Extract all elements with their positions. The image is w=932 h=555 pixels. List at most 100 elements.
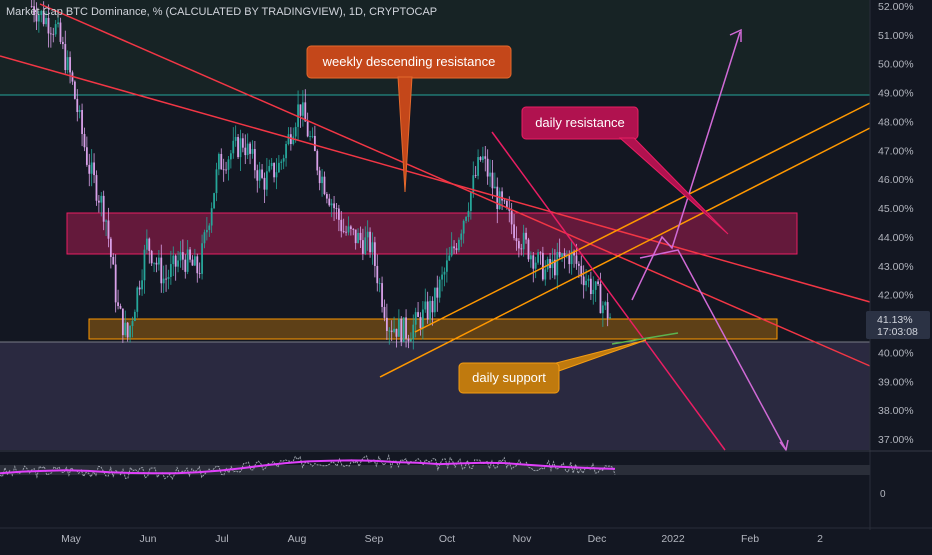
candle-body — [227, 159, 230, 170]
candle-body — [311, 135, 314, 137]
last-price-badge: 41.13% 17:03:08 — [866, 311, 930, 339]
candle-body — [568, 254, 571, 265]
candle-body — [119, 306, 122, 309]
candle-body — [234, 137, 237, 141]
candle-body — [285, 144, 287, 159]
candle-body — [493, 186, 496, 189]
candle-body — [88, 164, 91, 174]
candle-body — [419, 316, 422, 329]
time-tick-label: Feb — [741, 533, 759, 545]
candle-body — [215, 169, 218, 194]
time-axis-ticks[interactable]: May Jun Jul Aug Sep Oct Nov Dec 2022 Feb 2 — [61, 533, 823, 545]
candle-body — [592, 289, 595, 295]
candle-body — [400, 318, 403, 342]
candle-body — [361, 240, 364, 254]
candle-body — [258, 169, 261, 181]
candle-body — [93, 162, 95, 176]
time-tick-label: Oct — [439, 533, 455, 545]
candle-body — [143, 249, 146, 281]
last-price-countdown: 17:03:08 — [877, 326, 918, 338]
candle-body — [486, 158, 489, 177]
candle-body — [186, 249, 189, 272]
candle-body — [424, 301, 427, 310]
candle-body — [220, 153, 223, 170]
price-axis[interactable] — [870, 0, 932, 550]
chart-header: Market Cap BTC Dominance, % (CALCULATED … — [6, 6, 437, 18]
candle-body — [232, 140, 235, 154]
bearish-projection-arrow — [639, 249, 789, 452]
candle-body — [193, 256, 196, 266]
candle-body — [460, 233, 463, 240]
candles-group — [30, 0, 611, 350]
candle-body — [477, 157, 479, 176]
candle-body — [160, 257, 163, 284]
candle-body — [390, 330, 393, 332]
rsi-signal-line — [0, 453, 616, 480]
candle-body — [66, 57, 69, 71]
candle-body — [162, 278, 165, 284]
candle-body — [229, 153, 232, 160]
candle-body — [287, 134, 290, 145]
candle-body — [359, 232, 362, 241]
candle-body — [570, 251, 573, 265]
candle-body — [457, 239, 460, 251]
candle-body — [337, 208, 340, 220]
candle-body — [520, 248, 523, 250]
daily-resistance-label: daily resistance — [535, 115, 625, 130]
candle-body — [496, 186, 499, 210]
price-tick-label: 42.00% — [878, 290, 914, 302]
candle-body — [366, 231, 369, 238]
candle-body — [95, 175, 98, 201]
candle-body — [225, 169, 227, 171]
candle-body — [450, 246, 453, 256]
candle-body — [246, 143, 249, 156]
candle-body — [45, 17, 47, 25]
candle-body — [263, 177, 266, 190]
price-tick-label: 52.00% — [878, 1, 914, 13]
candle-body — [49, 33, 52, 35]
candle-body — [265, 171, 268, 190]
candle-body — [412, 324, 415, 340]
time-tick-label: Nov — [513, 533, 532, 545]
candle-body — [256, 170, 259, 181]
candle-body — [349, 226, 352, 229]
candle-body — [261, 169, 263, 178]
candle-body — [433, 287, 436, 313]
candle-body — [268, 166, 271, 172]
candle-body — [35, 14, 38, 22]
candle-body — [150, 250, 153, 264]
candle-body — [345, 231, 347, 233]
time-tick-label: Aug — [288, 533, 307, 545]
candle-body — [306, 121, 309, 137]
candle-body — [489, 172, 491, 177]
candle-body — [481, 156, 484, 160]
candle-body — [342, 231, 345, 233]
candle-body — [191, 259, 194, 266]
candle-body — [299, 104, 302, 116]
daily-support-label: daily support — [472, 370, 546, 385]
candle-body — [503, 200, 506, 202]
candle-body — [174, 255, 177, 267]
price-tick-label: 51.00% — [878, 30, 914, 42]
candle-body — [491, 172, 494, 189]
price-tick-label: 38.00% — [878, 405, 914, 417]
time-tick-label: Sep — [365, 533, 384, 545]
candle-body — [241, 138, 244, 148]
time-tick-label: 2 — [817, 533, 823, 545]
candle-body — [515, 238, 518, 242]
candle-body — [501, 191, 503, 201]
daily-support-callout: daily support — [458, 339, 647, 394]
candle-body — [474, 175, 477, 177]
candle-body — [275, 172, 278, 178]
daily-support-zone — [88, 318, 778, 340]
candle-body — [378, 283, 381, 284]
candle-body — [61, 41, 64, 45]
channel-lower-line — [379, 127, 871, 378]
candle-body — [73, 81, 76, 99]
candle-body — [318, 170, 321, 184]
rsi-band — [0, 465, 870, 475]
price-tick-label: 44.00% — [878, 232, 914, 244]
candle-body — [107, 220, 110, 239]
